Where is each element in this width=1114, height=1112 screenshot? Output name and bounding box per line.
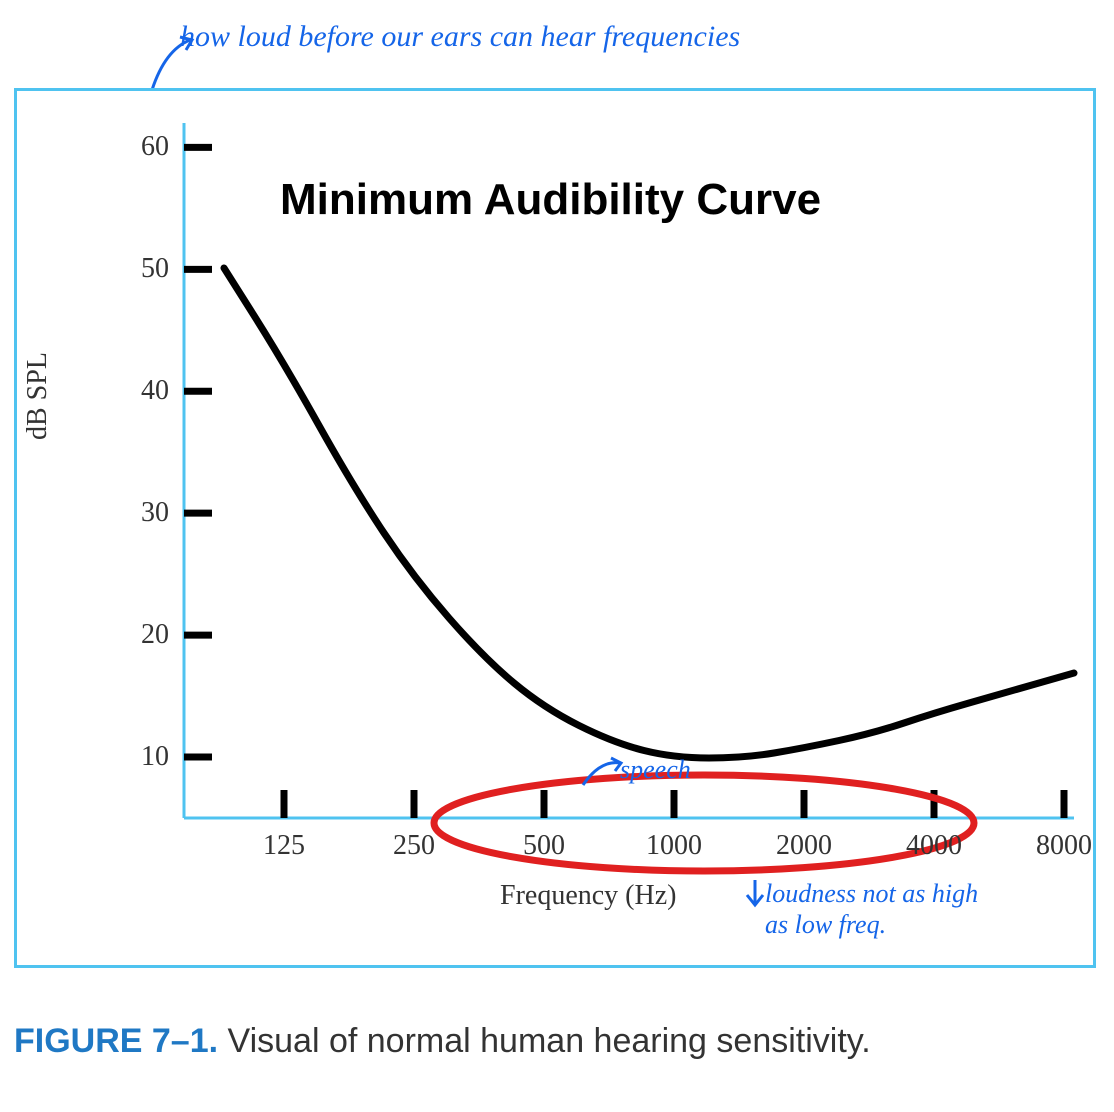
figure-caption-text: Visual of normal human hearing sensitivi… [228,1022,871,1060]
annotation-top: how loud before our ears can hear freque… [180,20,740,54]
arrow-icon [575,755,625,790]
x-axis-label: Frequency (Hz) [500,880,676,912]
x-tick-label: 2000 [776,830,832,862]
y-tick-label: 30 [119,497,169,529]
y-tick-label: 50 [119,253,169,285]
chart-title: Minimum Audibility Curve [280,175,821,225]
x-tick-label: 125 [263,830,305,862]
audibility-curve [224,268,1074,758]
annotation-bottom: loudness not as high as low freq. [765,878,978,940]
y-tick-label: 60 [119,131,169,163]
y-tick-label: 40 [119,375,169,407]
x-tick-label: 8000 [1036,830,1092,862]
annotation-bottom-line1: loudness not as high [765,879,978,908]
annotation-speech: speech [620,755,691,785]
x-tick-label: 500 [523,830,565,862]
y-axis-label: dB SPL [22,352,54,440]
figure-caption: FIGURE 7–1. Visual of normal human heari… [14,1022,871,1061]
y-tick-label: 20 [119,619,169,651]
x-tick-label: 250 [393,830,435,862]
x-tick-label: 4000 [906,830,962,862]
y-tick-label: 10 [119,741,169,773]
x-tick-label: 1000 [646,830,702,862]
figure-caption-label: FIGURE 7–1. [14,1022,218,1060]
figure-container: how loud before our ears can hear freque… [0,0,1114,1112]
annotation-bottom-line2: as low freq. [765,910,886,939]
speech-range-ellipse [434,775,974,871]
